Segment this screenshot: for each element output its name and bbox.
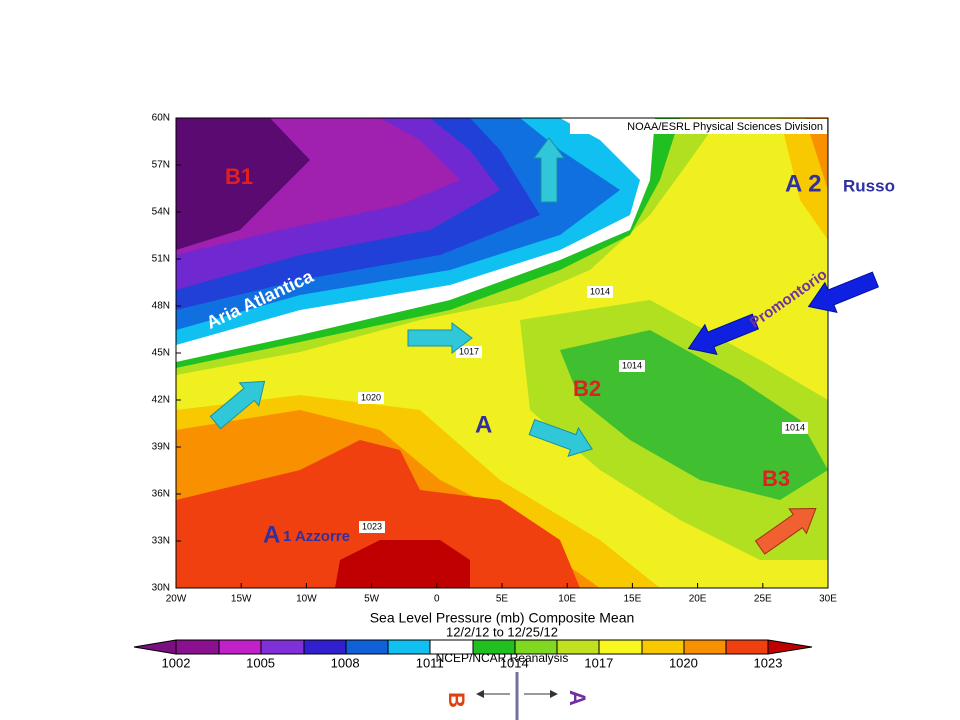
lat-label: 60N <box>152 113 170 124</box>
lat-label: 36N <box>152 489 170 500</box>
credit-box <box>570 119 827 134</box>
lat-label: 51N <box>152 254 170 265</box>
contour-label: 1017 <box>459 346 479 356</box>
colorbar-label: 1008 <box>331 655 360 670</box>
label-a1: A <box>263 521 280 548</box>
colorbar-label: 1005 <box>246 655 275 670</box>
colorbar <box>133 639 813 655</box>
label-b1: B1 <box>225 164 253 189</box>
lon-label: 30E <box>819 594 837 605</box>
contour-label-box <box>619 360 645 372</box>
colorbar-label: 1014 <box>500 655 529 670</box>
contour-label-box <box>587 286 613 298</box>
contour-label: 1014 <box>622 360 642 370</box>
pressure-map <box>176 118 828 588</box>
lon-label: 0 <box>434 594 440 605</box>
arrows <box>209 137 880 555</box>
map-dates: 12/2/12 to 12/25/12 <box>446 624 558 639</box>
source: NCEP/NCAR Reanalysis <box>436 651 569 665</box>
contour-label: 1014 <box>590 286 610 296</box>
label-a2: A 2 <box>785 170 821 197</box>
lat-label: 45N <box>152 348 170 359</box>
colorbar-labels: 1002 1005 1008 1011 1014 1017 1020 1023 <box>162 655 783 670</box>
contour-label-box <box>456 346 482 358</box>
lon-label: 10E <box>558 594 576 605</box>
footer-b: B <box>444 692 469 708</box>
map-title: Sea Level Pressure (mb) Composite Mean <box>370 610 635 626</box>
colorbar-label: 1011 <box>416 655 444 670</box>
label-a: A <box>475 411 492 438</box>
colorbar-label: 1020 <box>669 655 698 670</box>
contour-label: 1014 <box>785 422 805 432</box>
contour-label-box <box>359 521 385 533</box>
lon-label: 25E <box>754 594 772 605</box>
credit: NOAA/ESRL Physical Sciences Division <box>627 121 823 133</box>
lon-label: 5E <box>496 594 509 605</box>
lat-label: 57N <box>152 160 170 171</box>
contour-label-box <box>782 422 808 434</box>
lat-label: 33N <box>152 536 170 547</box>
colorbar-label: 1023 <box>754 655 783 670</box>
colorbar-label: 1017 <box>584 655 613 670</box>
lat-label: 54N <box>152 207 170 218</box>
lon-label: 15E <box>624 594 642 605</box>
lon-label: 5W <box>364 594 380 605</box>
contour-label: 1020 <box>361 392 381 402</box>
lon-label: 15W <box>231 594 252 605</box>
lon-label: 20E <box>689 594 707 605</box>
lat-label: 48N <box>152 301 170 312</box>
colorbar-label: 1002 <box>162 655 191 670</box>
label-russo: Russo <box>843 176 895 195</box>
arrow-right-head <box>550 690 558 698</box>
lat-label: 30N <box>152 583 170 594</box>
lat-label: 39N <box>152 442 170 453</box>
lon-label: 20W <box>166 594 187 605</box>
footer-a: A <box>565 690 590 706</box>
lon-label: 10W <box>296 594 317 605</box>
label-b3: B3 <box>762 466 790 491</box>
arrow-left-head <box>476 690 484 698</box>
label-b2: B2 <box>573 376 601 401</box>
label-azzorre: 1 Azzorre <box>283 528 350 545</box>
lat-label: 42N <box>152 395 170 406</box>
contour-label-box <box>358 392 384 404</box>
contour-labels: 1014 1017 1020 1014 1014 1023 <box>358 286 808 533</box>
contour-label: 1023 <box>362 521 382 531</box>
